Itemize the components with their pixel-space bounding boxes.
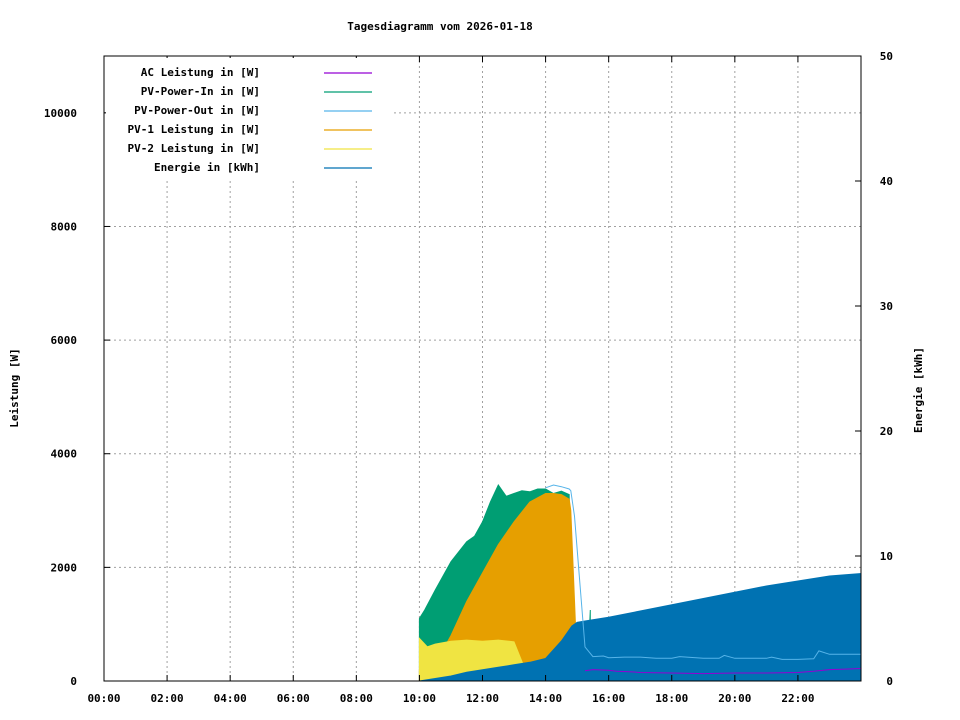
- x-tick-label: 10:00: [403, 692, 436, 705]
- y-tick-label: 6000: [51, 334, 78, 347]
- y-tick-label: 8000: [51, 220, 78, 233]
- legend: AC Leistung in [W] PV-Power-In in [W] PV-P…: [106, 58, 392, 178]
- legend-label: Energie in [kWh]: [154, 161, 260, 174]
- y-axis-label: Leistung [W]: [8, 348, 21, 427]
- y-tick-label: 2000: [51, 561, 78, 574]
- x-tick-labels: 00:00 02:00 04:00 06:00 08:00 10:00 12:00 14:00…: [87, 692, 814, 705]
- y2-tick-labels: 0 10 20 30 40 50: [880, 50, 893, 688]
- y2-tick-label: 30: [880, 300, 893, 313]
- y2-tick-label: 20: [880, 425, 893, 438]
- x-tick-label: 04:00: [214, 692, 247, 705]
- legend-label: PV-1 Leistung in [W]: [128, 123, 260, 136]
- y2-axis-label: Energie [kWh]: [912, 347, 925, 433]
- y-tick-label: 4000: [51, 448, 78, 461]
- x-tick-label: 20:00: [718, 692, 751, 705]
- y-tick-label: 10000: [44, 107, 77, 120]
- series-area-energie-in-kwh: [419, 572, 862, 682]
- y2-tick-label: 0: [886, 675, 893, 688]
- x-tick-label: 00:00: [87, 692, 120, 705]
- y2-tick-label: 50: [880, 50, 893, 63]
- y-tick-labels: 0 2000 4000 6000 8000 10000: [44, 107, 77, 688]
- x-tick-label: 16:00: [592, 692, 625, 705]
- y-tick-label: 0: [70, 675, 77, 688]
- chart-title: Tagesdiagramm vom 2026-01-18: [347, 20, 532, 33]
- x-tick-label: 02:00: [151, 692, 184, 705]
- x-tick-label: 08:00: [340, 692, 373, 705]
- series-layer: [418, 484, 862, 682]
- legend-label: PV-Power-Out in [W]: [134, 104, 260, 117]
- legend-box: [106, 58, 392, 178]
- x-tick-label: 12:00: [466, 692, 499, 705]
- y2-tick-label: 10: [880, 550, 893, 563]
- x-tick-label: 06:00: [277, 692, 310, 705]
- legend-label: AC Leistung in [W]: [141, 66, 260, 79]
- series-line-pv-power-out-in-w: [545, 484, 861, 660]
- y2-tick-label: 40: [880, 175, 893, 188]
- x-tick-label: 22:00: [781, 692, 814, 705]
- legend-label: PV-Power-In in [W]: [141, 85, 260, 98]
- series-line-ac-leistung-in-w: [584, 668, 862, 675]
- x-tick-label: 14:00: [529, 692, 562, 705]
- x-tick-label: 18:00: [655, 692, 688, 705]
- legend-label: PV-2 Leistung in [W]: [128, 142, 260, 155]
- ticks: [103, 55, 861, 682]
